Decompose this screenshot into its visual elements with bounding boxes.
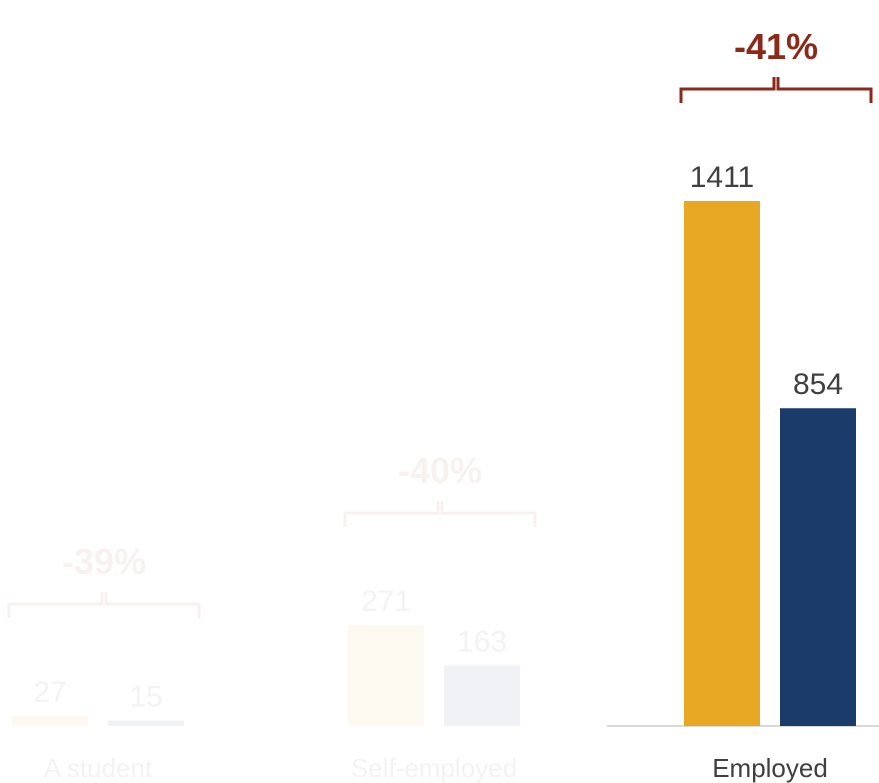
category-label: Employed xyxy=(712,753,828,783)
bar xyxy=(12,715,88,726)
bar-value-label: 271 xyxy=(361,585,411,618)
bar-value-label: 1411 xyxy=(690,161,755,194)
percent-change-label: -40% xyxy=(398,450,482,491)
category-label: Self-employed xyxy=(351,753,517,783)
change-bracket xyxy=(7,591,201,618)
change-bracket xyxy=(343,501,537,528)
bar xyxy=(444,665,520,726)
bar xyxy=(108,720,184,726)
bar-value-label: 163 xyxy=(457,625,507,658)
bar-group-a-student: 27 15 A student -39% xyxy=(7,541,201,783)
bar-group-employed: 1411 854 Employed -41% xyxy=(679,26,873,783)
bar xyxy=(684,201,760,726)
percent-change-label: -41% xyxy=(734,26,818,67)
bar xyxy=(780,408,856,726)
bar xyxy=(348,625,424,726)
bar-value-label: 854 xyxy=(793,368,843,401)
bar-group-self-employed: 271 163 Self-employed -40% xyxy=(343,450,537,783)
change-bracket xyxy=(679,77,873,103)
percent-change-label: -39% xyxy=(62,541,146,582)
bar-value-label: 15 xyxy=(129,680,162,713)
category-label: A student xyxy=(44,753,153,783)
bar-value-label: 27 xyxy=(33,676,66,709)
